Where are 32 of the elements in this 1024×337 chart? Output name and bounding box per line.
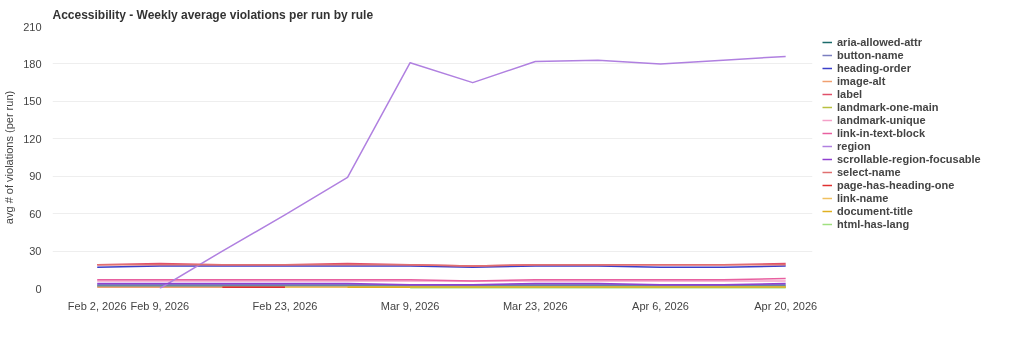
legend-label: landmark-one-main — [837, 101, 939, 113]
legend-label: landmark-unique — [837, 114, 926, 126]
legend-label: html-has-lang — [837, 218, 910, 230]
legend-label: region — [837, 140, 871, 152]
legend-label: aria-allowed-attr — [837, 36, 922, 48]
legend-label: page-has-heading-one — [837, 179, 955, 191]
x-tick-label: Apr 6, 2026 — [632, 299, 689, 312]
x-tick-label: Mar 9, 2026 — [380, 299, 440, 312]
legend-label: select-name — [837, 166, 901, 178]
y-axis-title: avg # of violations (per run) — [3, 90, 16, 225]
legend-label: label — [837, 88, 863, 100]
y-tick-label: 210 — [23, 20, 42, 33]
y-tick-label: 150 — [23, 95, 42, 108]
legend-label: link-in-text-block — [837, 127, 926, 139]
x-tick-label: Mar 23, 2026 — [502, 299, 568, 312]
legend-label: link-name — [837, 192, 889, 204]
y-tick-label: 60 — [29, 207, 42, 220]
x-tick-label: Feb 2, 2026 — [67, 299, 127, 312]
y-tick-label: 90 — [29, 170, 42, 183]
x-tick-label: Feb 23, 2026 — [252, 299, 318, 312]
legend-label: scrollable-region-focusable — [837, 153, 981, 165]
x-tick-label: Feb 9, 2026 — [130, 299, 190, 312]
y-tick-label: 180 — [23, 57, 42, 70]
legend-label: button-name — [837, 49, 904, 61]
legend-label: heading-order — [837, 62, 911, 74]
y-tick-label: 0 — [35, 282, 42, 295]
legend-label: image-alt — [837, 75, 886, 87]
x-tick-label: Apr 20, 2026 — [754, 299, 818, 312]
chart-title: Accessibility - Weekly average violations per run by rule — [52, 7, 374, 22]
y-tick-label: 120 — [23, 132, 42, 145]
y-tick-label: 30 — [29, 245, 42, 258]
legend-label: document-title — [837, 205, 913, 217]
